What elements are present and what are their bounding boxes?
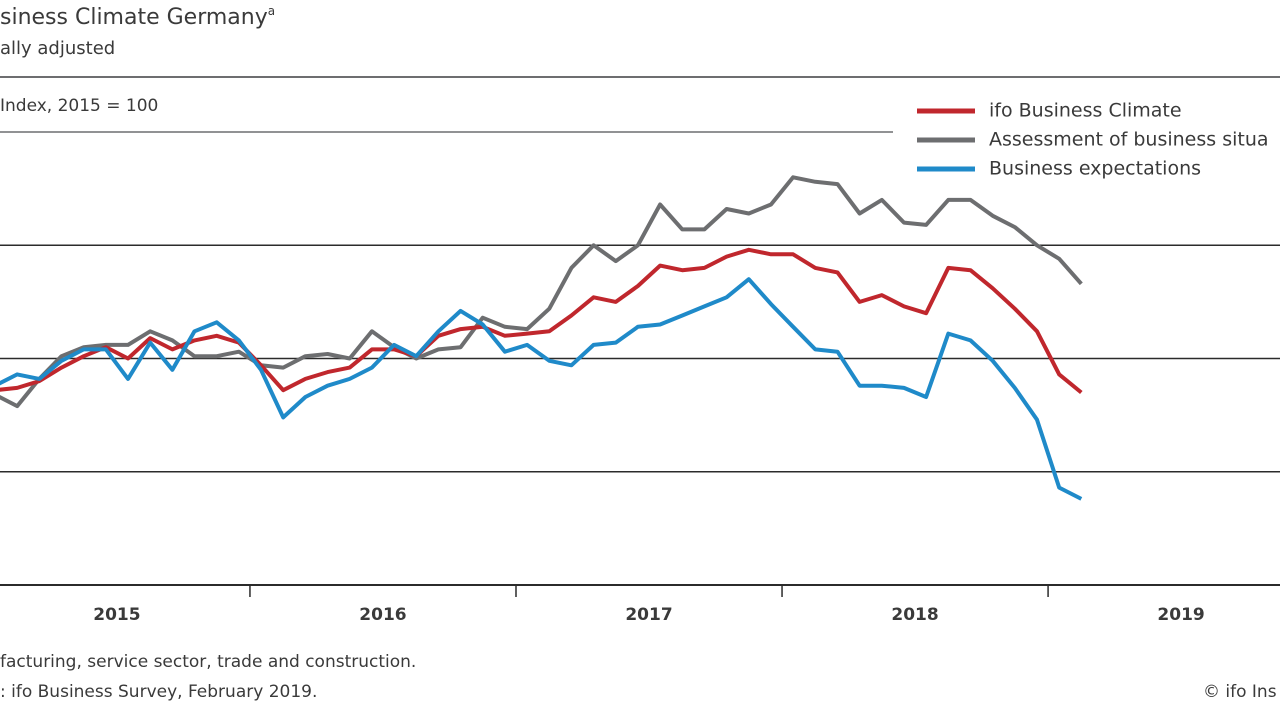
footnote: : ifo Business Survey, February 2019.	[0, 682, 317, 702]
x-tick-label: 2019	[1157, 605, 1204, 625]
series-line	[0, 175, 1083, 409]
footnote: facturing, service sector, trade and con…	[0, 652, 416, 672]
x-tick-label: 2018	[891, 605, 938, 625]
y-axis-label: Index, 2015 = 100	[0, 96, 158, 116]
title-note: a	[268, 4, 275, 18]
legend-label: Assessment of business situa	[989, 129, 1269, 151]
series-line	[0, 247, 1083, 395]
x-tick-label: 2015	[93, 605, 140, 625]
series-line	[0, 277, 1083, 501]
subtitle: ally adjusted	[0, 38, 115, 59]
title-text: siness Climate Germany	[0, 5, 268, 30]
legend-label: Business expectations	[989, 158, 1201, 180]
x-tick-label: 2017	[625, 605, 672, 625]
credit: © ifo Ins	[1203, 682, 1277, 702]
x-tick-label: 2016	[359, 605, 406, 625]
legend-label: ifo Business Climate	[989, 100, 1182, 122]
chart-title: siness Climate Germanya	[0, 4, 275, 31]
